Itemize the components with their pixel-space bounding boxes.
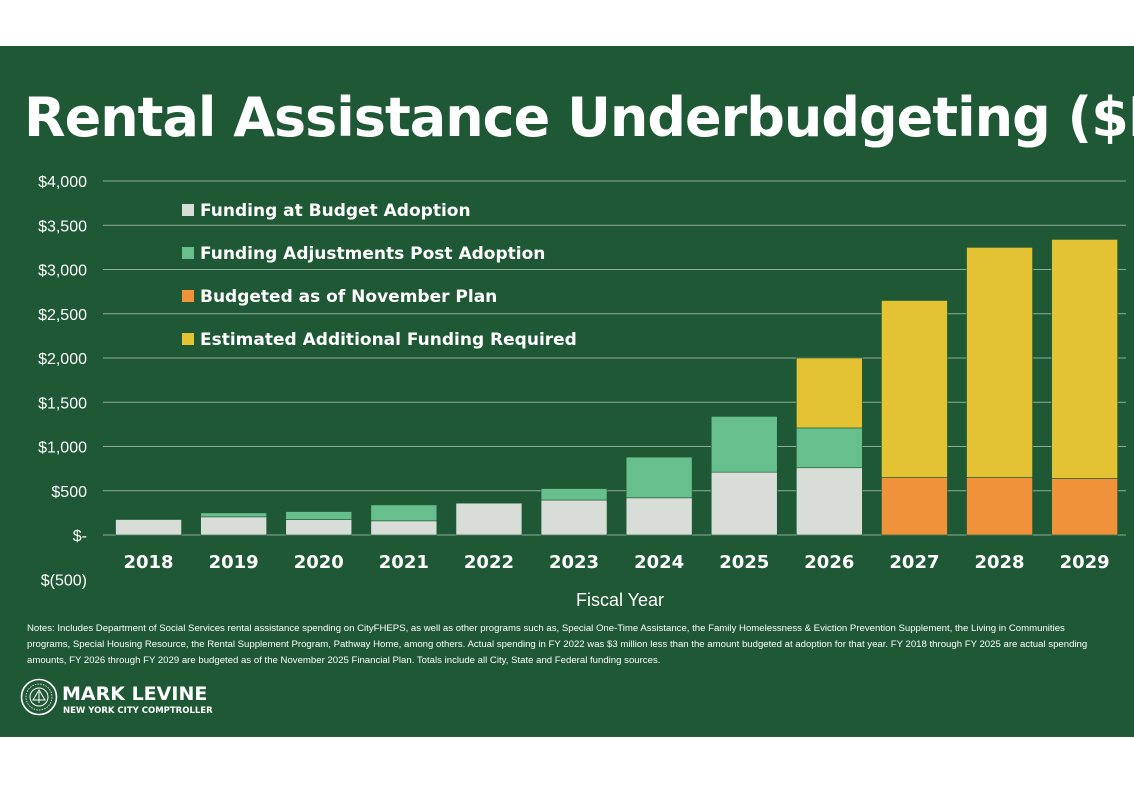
x-tick-label: 2022 — [464, 552, 514, 573]
x-tick-label: 2019 — [209, 552, 259, 573]
bar-2023-funding-adjustments-post-adoption — [540, 488, 608, 501]
y-tick-label: $(500) — [41, 572, 87, 589]
stacked-bar-chart: $4,000 $3,500 $3,000 $2,500 $2,000 $1,500 $1,0… — [38, 174, 1126, 610]
x-tick-label: 2023 — [549, 552, 599, 573]
legend: Funding at Budget Adoption Funding Adjust… — [182, 201, 577, 350]
bar-2025-funding-adjustments-post-adoption — [710, 416, 778, 473]
bar-2026-funding-at-budget-adoption — [796, 467, 863, 536]
y-tick-label: $2,500 — [38, 307, 87, 324]
bar-2022-funding-at-budget-adoption — [455, 502, 523, 536]
y-tick-label: $3,500 — [38, 218, 87, 235]
bar-2021-funding-adjustments-post-adoption — [370, 504, 438, 522]
x-tick-label: 2020 — [294, 552, 344, 573]
bar-2024-funding-at-budget-adoption — [625, 497, 693, 536]
y-tick-label: $500 — [51, 484, 87, 501]
y-tick-label: $3,000 — [38, 263, 87, 280]
legend-swatch — [182, 333, 194, 345]
gridlines — [103, 180, 1126, 536]
bar-2023-funding-at-budget-adoption — [540, 499, 608, 536]
legend-label: Estimated Additional Funding Required — [200, 330, 577, 350]
bar-2027-estimated-additional-funding-required — [881, 300, 948, 478]
x-tick-label: 2024 — [634, 552, 684, 573]
bar-2021-funding-at-budget-adoption — [370, 520, 438, 536]
x-axis-label: Fiscal Year — [576, 590, 664, 610]
bar-2028-budgeted-as-of-november-plan — [966, 477, 1033, 536]
legend-label: Funding Adjustments Post Adoption — [200, 244, 545, 264]
bar-2020-funding-adjustments-post-adoption — [285, 511, 353, 520]
y-tick-label: $1,500 — [38, 395, 87, 412]
x-tick-label: 2027 — [889, 552, 939, 573]
bar-2027-budgeted-as-of-november-plan — [881, 477, 948, 536]
y-tick-label: $4,000 — [38, 174, 87, 191]
bar-2020-funding-at-budget-adoption — [285, 519, 353, 536]
comptroller-seal-icon — [20, 678, 58, 716]
bar-2024-funding-adjustments-post-adoption — [625, 456, 693, 499]
legend-swatch — [182, 290, 194, 302]
y-tick-label: $- — [73, 528, 87, 545]
legend-swatch — [182, 204, 194, 216]
x-tick-label: 2028 — [974, 552, 1024, 573]
bar-2026-estimated-additional-funding-required — [796, 357, 863, 429]
bar-2029-estimated-additional-funding-required — [1051, 239, 1118, 479]
x-tick-label: 2021 — [379, 552, 429, 573]
legend-swatch — [182, 247, 194, 259]
x-tick-label: 2025 — [719, 552, 769, 573]
bar-2028-estimated-additional-funding-required — [966, 247, 1033, 478]
bar-2026-funding-adjustments-post-adoption — [796, 427, 863, 469]
notes: Notes: Includes Department of Social Ser… — [27, 623, 1088, 666]
legend-label: Budgeted as of November Plan — [200, 287, 497, 307]
y-axis-ticks: $4,000 $3,500 $3,000 $2,500 $2,000 $1,500 $1,0… — [38, 174, 87, 589]
chart-title: Rental Assistance Underbudgeting ($M) — [24, 86, 1134, 149]
bar-2019-funding-at-budget-adoption — [200, 516, 267, 536]
y-tick-label: $2,000 — [38, 351, 87, 368]
brand-name: MARK LEVINE — [62, 683, 208, 705]
x-tick-label: 2029 — [1060, 552, 1110, 573]
bar-2025-funding-at-budget-adoption — [710, 471, 778, 536]
bar-2019-funding-adjustments-post-adoption — [200, 512, 267, 518]
bar-2018-funding-at-budget-adoption — [115, 519, 182, 536]
bars — [115, 239, 1118, 536]
x-tick-label: 2026 — [804, 552, 854, 573]
y-tick-label: $1,000 — [38, 440, 87, 457]
x-axis-ticks: 2018 2019 2020 2021 2022 2023 2024 2025 2026 2027… — [123, 552, 1109, 573]
x-tick-label: 2018 — [123, 552, 173, 573]
brand-subtitle: NEW YORK CITY COMPTROLLER — [63, 706, 213, 716]
slide: Rental Assistance Underbudgeting ($M) $4… — [0, 46, 1134, 737]
legend-label: Funding at Budget Adoption — [200, 201, 471, 221]
bar-2029-budgeted-as-of-november-plan — [1051, 478, 1118, 536]
